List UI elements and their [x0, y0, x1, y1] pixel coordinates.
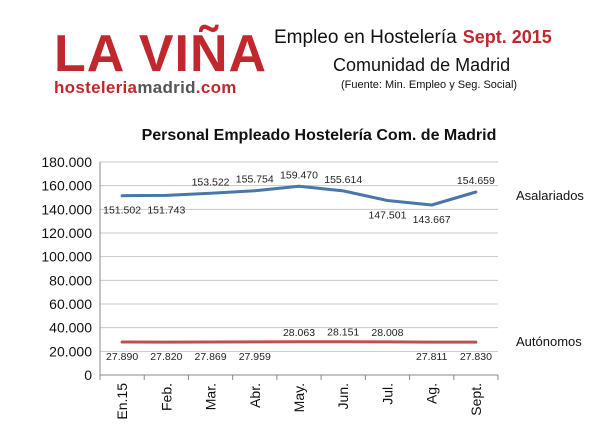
- data-label: 27.890: [106, 351, 138, 363]
- x-tick-label: En.15: [114, 383, 130, 420]
- x-tick-label: Mar.: [203, 383, 219, 410]
- y-tick-label: 60.000: [49, 296, 92, 312]
- axis-layer: 0 20.000 40.000 60.000 80.000 100.000 120.000 1…: [41, 154, 499, 420]
- chart-title: Personal Empleado Hostelería Com. de Mad…: [142, 127, 497, 144]
- data-label: 28.008: [371, 327, 403, 339]
- data-label: 155.754: [236, 174, 274, 186]
- header-title: Empleo en Hostelería Sept. 2015: [274, 28, 552, 47]
- x-tick-label: Jul.: [379, 383, 395, 405]
- data-label: 27.869: [194, 351, 226, 363]
- y-tick-label: 0: [84, 367, 92, 383]
- y-tick-label: 140.000: [41, 201, 92, 217]
- x-tick-label: Ag.: [424, 383, 440, 404]
- y-tick-label: 80.000: [49, 272, 92, 288]
- data-label: 27.811: [416, 351, 447, 363]
- x-tick-label: May.: [291, 383, 307, 412]
- series-name-label: Asalariados: [516, 188, 584, 203]
- data-label: 28.151: [327, 327, 359, 339]
- data-label: 28.063: [283, 327, 315, 339]
- y-tick-label: 180.000: [41, 154, 92, 170]
- x-tick-label: Abr.: [247, 383, 263, 408]
- header-subtitle: Comunidad de Madrid: [333, 55, 511, 75]
- data-label-layer: 151.502 151.743 153.522 155.754 159.470 155.6…: [103, 169, 584, 363]
- y-tick-label: 40.000: [49, 320, 92, 336]
- series-line-asalariados: [120, 184, 478, 207]
- x-tick-label: Sept.: [468, 383, 484, 416]
- y-tick-label: 160.000: [41, 178, 92, 194]
- header-source: (Fuente: Min. Empleo y Seg. Social): [341, 79, 518, 91]
- logo-website-part3: .com: [195, 78, 237, 97]
- x-tick-label: Jun.: [335, 383, 351, 409]
- logo-website-part1: hosteleria: [54, 78, 138, 97]
- header-date: Sept. 2015: [462, 27, 552, 47]
- y-tick-label: 100.000: [41, 249, 92, 265]
- series-name-label: Autónomos: [516, 334, 582, 349]
- data-label: 159.470: [280, 169, 318, 181]
- data-label: 27.959: [239, 351, 271, 363]
- data-label: 147.501: [368, 209, 406, 221]
- data-label: 155.614: [324, 174, 362, 186]
- y-tick-label: 120.000: [41, 225, 92, 241]
- header-title-text: Empleo en Hostelería: [274, 27, 457, 48]
- y-tick-label: 20.000: [49, 343, 92, 359]
- data-label: 151.502: [103, 205, 141, 217]
- logo-website-part2: madrid: [137, 78, 196, 97]
- data-label: 154.659: [457, 175, 495, 187]
- x-tick-label: Feb.: [158, 383, 174, 411]
- data-label: 27.830: [460, 351, 492, 363]
- logo-website: hosteleriamadrid.com: [54, 79, 237, 96]
- data-label: 151.743: [147, 204, 185, 216]
- data-label: 27.820: [150, 351, 182, 363]
- data-label: 143.667: [413, 214, 451, 226]
- series-layer: [120, 184, 478, 344]
- data-label: 153.522: [192, 176, 230, 188]
- logo-title: LA VIÑA: [54, 25, 268, 83]
